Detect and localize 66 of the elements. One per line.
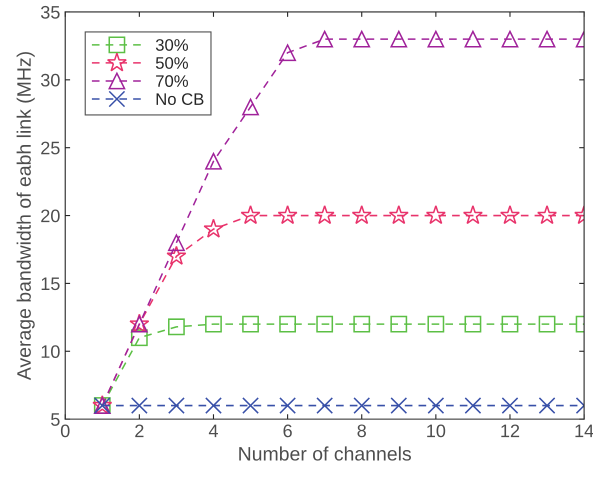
point xyxy=(205,397,222,414)
x-tick-label: 6 xyxy=(284,424,292,438)
point xyxy=(316,30,334,48)
point xyxy=(462,205,483,224)
point xyxy=(390,316,408,333)
x-tick-label: 0 xyxy=(60,424,70,438)
point xyxy=(390,30,408,48)
point xyxy=(279,397,296,414)
point xyxy=(203,218,224,238)
point xyxy=(314,205,335,224)
point xyxy=(502,316,518,333)
point xyxy=(242,98,259,116)
point xyxy=(279,44,296,62)
x-tick-label: 2 xyxy=(135,424,144,438)
x-tick-label: 8 xyxy=(357,424,366,438)
point xyxy=(353,30,370,48)
point xyxy=(242,316,259,333)
point xyxy=(168,234,185,252)
point xyxy=(502,397,518,414)
point xyxy=(205,152,222,170)
y-axis-title: Average bandwidth of eabh link (MHz) xyxy=(16,52,35,380)
point xyxy=(538,316,556,333)
legend-label: 70% xyxy=(156,75,188,87)
point xyxy=(353,397,370,414)
point xyxy=(130,329,148,346)
point xyxy=(427,316,444,333)
point xyxy=(427,397,444,414)
point xyxy=(502,30,518,48)
point xyxy=(166,246,186,265)
point xyxy=(538,30,556,48)
point xyxy=(537,205,558,224)
point xyxy=(538,397,556,414)
x-axis-title: Number of channels xyxy=(239,446,411,461)
legend-label: No CB xyxy=(156,93,204,105)
point xyxy=(205,316,222,333)
y-tick-label: 20 xyxy=(41,209,60,222)
y-tick-label: 35 xyxy=(40,6,60,19)
point xyxy=(168,318,185,336)
point xyxy=(464,30,482,48)
point xyxy=(427,30,444,48)
point xyxy=(388,205,409,224)
point xyxy=(464,316,482,333)
point xyxy=(353,316,370,333)
legend-label: 30% xyxy=(156,39,188,51)
point xyxy=(316,316,334,333)
point xyxy=(242,397,259,414)
point xyxy=(278,205,298,224)
point xyxy=(426,205,446,224)
y-tick-label: 30 xyxy=(40,74,60,87)
x-tick-label: 10 xyxy=(427,424,446,438)
y-tick-label: 25 xyxy=(41,142,60,154)
point xyxy=(168,397,185,414)
y-tick-label: 5 xyxy=(51,413,60,426)
point xyxy=(316,397,334,414)
legend-label: 50% xyxy=(156,57,188,69)
point xyxy=(240,205,261,224)
point xyxy=(130,397,148,414)
point xyxy=(279,316,296,333)
x-tick-label: 4 xyxy=(208,424,218,438)
y-tick-label: 15 xyxy=(42,278,60,290)
point xyxy=(390,397,408,414)
point xyxy=(464,397,482,414)
point xyxy=(500,205,520,224)
x-tick-label: 12 xyxy=(501,424,520,438)
y-tick-label: 10 xyxy=(42,345,60,358)
point xyxy=(352,205,372,224)
